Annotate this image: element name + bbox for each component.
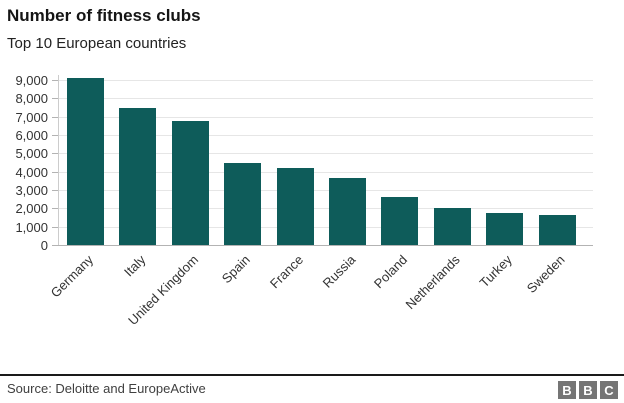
gridline-7000 <box>58 116 593 118</box>
bar-turkey <box>486 212 524 245</box>
plot-area: 0 1,000 2,000 3,000 4,000 5,000 6,000 7,000 8,00… <box>15 73 593 328</box>
bar-poland <box>381 197 419 245</box>
x-label-germany: Germany <box>47 252 97 301</box>
source-text: Source: Deloitte and EuropeActive <box>7 381 206 396</box>
bar-netherlands <box>433 208 471 245</box>
y-tick-label: 0 <box>40 238 48 253</box>
y-tick-label: 5,000 <box>15 146 48 162</box>
bbc-logo-letter: B <box>579 381 597 399</box>
y-tick-mark <box>52 80 58 81</box>
y-axis-line <box>58 75 59 246</box>
gridline-1000 <box>58 226 593 228</box>
y-tick-label: 6,000 <box>15 128 48 143</box>
bbc-logo-letter: B <box>558 381 576 399</box>
gridline-3000 <box>58 190 593 191</box>
y-tick-label: 2,000 <box>15 201 48 217</box>
gridline-5000 <box>58 153 593 155</box>
chart-title: Number of fitness clubs <box>7 6 201 25</box>
y-tick-mark <box>52 245 58 246</box>
y-tick-label: 7,000 <box>15 109 48 125</box>
y-tick-mark <box>52 190 58 191</box>
x-label-sweden: Sweden <box>523 252 568 296</box>
x-axis-line <box>58 245 593 246</box>
x-label-spain: Spain <box>219 252 254 287</box>
y-tick-mark <box>52 153 58 155</box>
y-tick-mark <box>52 135 58 136</box>
bar-russia <box>329 178 366 245</box>
gridline-2000 <box>58 208 593 210</box>
y-tick-label: 8,000 <box>15 91 48 107</box>
y-tick-label: 1,000 <box>15 219 48 235</box>
x-label-turkey: Turkey <box>476 252 516 291</box>
y-tick-mark <box>52 208 58 210</box>
bar-united-kingdom <box>171 121 209 245</box>
y-tick-mark <box>52 116 58 118</box>
gridline-8000 <box>58 98 593 100</box>
bar-germany <box>67 78 104 245</box>
x-label-poland: Poland <box>371 252 411 292</box>
footer-separator <box>0 374 624 376</box>
bar-sweden <box>538 214 576 245</box>
bar-spain <box>224 162 262 245</box>
y-tick-label: 9,000 <box>15 73 48 88</box>
x-label-italy: Italy <box>121 252 149 280</box>
y-tick-mark <box>52 226 58 228</box>
bbc-logo-letter: C <box>600 381 618 399</box>
y-tick-label: 3,000 <box>15 183 48 198</box>
gridline-4000 <box>58 171 593 173</box>
chart-subtitle: Top 10 European countries <box>7 35 187 52</box>
y-tick-mark <box>52 98 58 100</box>
bar-france <box>276 168 314 245</box>
y-tick-mark <box>52 171 58 173</box>
x-label-netherlands: Netherlands <box>402 252 463 313</box>
y-tick-label: 4,000 <box>15 164 48 180</box>
x-label-france: France <box>266 252 306 292</box>
bbc-logo: B B C <box>558 381 618 399</box>
gridline-6000 <box>58 135 593 136</box>
x-label-russia: Russia <box>319 252 359 291</box>
bar-italy <box>119 107 157 245</box>
gridline-9000 <box>58 80 593 81</box>
